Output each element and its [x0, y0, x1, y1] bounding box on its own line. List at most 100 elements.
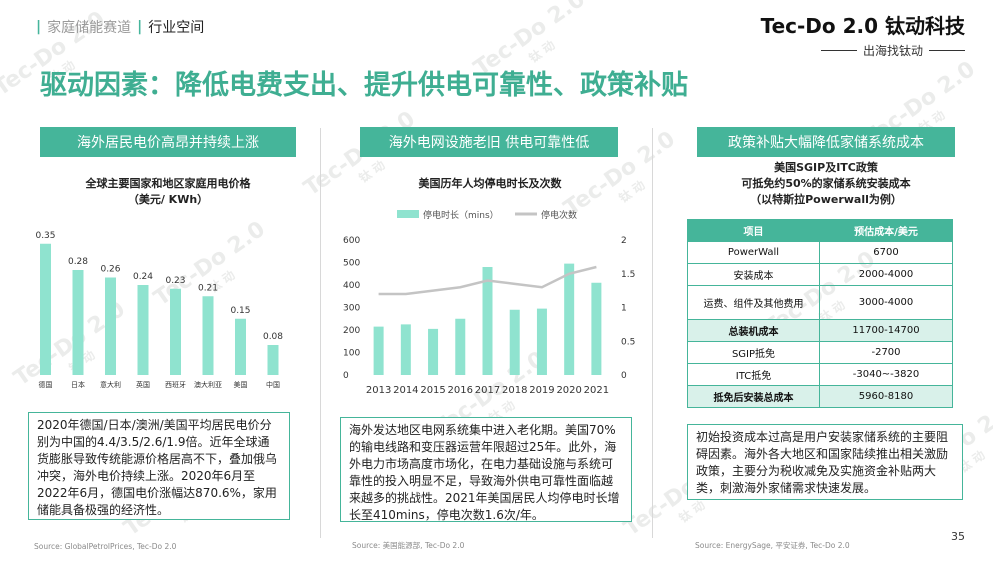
price-category-label: 美国: [234, 380, 248, 389]
table-cell: 6700: [819, 241, 953, 264]
year-label: 2015: [420, 385, 445, 396]
panel3-text: 初始投资成本过高是用户安装家储系统的主要阻碍因素。海外各大地区和国家陆续推出相关…: [687, 424, 963, 500]
panel3-pill: 政策补贴大幅降低家储系统成本: [697, 127, 955, 157]
panel2-pill: 海外电网设施老旧 供电可靠性低: [360, 127, 618, 157]
price-value-label: 0.21: [198, 283, 218, 293]
price-value-label: 0.23: [165, 276, 185, 286]
outage-duration-bar: [482, 267, 493, 375]
year-label: 2016: [448, 385, 473, 396]
price-bar: [40, 243, 51, 375]
price-bar: [202, 296, 214, 375]
outage-duration-bar: [455, 318, 466, 375]
table-cell: -3040~-3820: [819, 363, 953, 386]
cost-table-wrap: 项目 预估成本/美元 PowerWall 6700 安装成本 2000-4000 运…: [687, 219, 953, 408]
panel1-source: Source: GlobalPetrolPrices, Tec-Do 2.0: [34, 542, 177, 551]
table-cell: 抵免后安装总成本: [687, 385, 820, 408]
slogan-line: [929, 50, 965, 51]
y-tick-right: 1.5: [621, 270, 635, 280]
price-bar: [267, 345, 279, 375]
table-cell: 11700-14700: [819, 319, 953, 342]
price-value-label: 0.28: [68, 257, 88, 267]
price-category-label: 日本: [71, 380, 85, 389]
table-cell: SGIP抵免: [687, 341, 820, 364]
price-value-label: 0.15: [230, 306, 250, 316]
panel3-chart-title-line1: 美国SGIP及ITC政策: [774, 161, 878, 174]
year-label: 2018: [502, 385, 527, 396]
table-cell: 2000-4000: [819, 263, 953, 286]
table-cell: 3000-4000: [819, 285, 953, 320]
breadcrumb-separator: |: [137, 19, 143, 35]
outage-duration-bar: [564, 263, 575, 375]
y-tick-right: 0.5: [621, 337, 635, 347]
price-category-label: 澳大利亚: [194, 380, 222, 389]
y-tick-right: 1: [621, 304, 627, 314]
table-row: 运费、组件及其他费用 3000-4000: [687, 285, 953, 320]
table-cell: 运费、组件及其他费用: [687, 285, 820, 320]
price-bar: [235, 318, 246, 375]
y-tick-left: 600: [343, 236, 360, 246]
price-category-label: 意大利: [100, 380, 121, 389]
table-row: 安装成本 2000-4000: [687, 263, 953, 286]
price-category-label: 中国: [266, 380, 280, 389]
panel2-chart-title: 美国历年人均停电时长及次数: [418, 177, 562, 190]
price-value-label: 0.26: [100, 265, 120, 275]
price-bar: [105, 277, 116, 375]
y-tick-left: 300: [343, 304, 360, 314]
legend-bar-label: 停电时长（mins）: [423, 209, 499, 221]
table-row: 总装机成本 11700-14700: [687, 319, 953, 342]
year-label: 2020: [556, 385, 581, 396]
panel3-source: Source: EnergySage, 平安证券, Tec-Do 2.0: [695, 541, 850, 550]
legend-bar-swatch: [397, 210, 419, 218]
slide-title: 驱动因素：降低电费支出、提升供电可靠性、政策补贴: [40, 70, 688, 101]
cost-table: 项目 预估成本/美元 PowerWall 6700 安装成本 2000-4000 运…: [687, 219, 953, 408]
table-header-row: 项目 预估成本/美元: [687, 219, 953, 242]
panel3-chart-title-line3: （以特斯拉Powerwall为例）: [750, 193, 902, 206]
panel3-chart-title-line2: 可抵免约50%的家储系统安装成本: [741, 177, 911, 190]
year-label: 2014: [393, 385, 418, 396]
table-row: ITC抵免 -3040~-3820: [687, 363, 953, 386]
price-bar: [72, 270, 84, 375]
y-tick-left: 400: [343, 281, 360, 291]
y-tick-right: 2: [621, 236, 627, 246]
table-row: PowerWall 6700: [687, 241, 953, 264]
price-category-label: 英国: [136, 380, 150, 389]
price-bar: [170, 288, 181, 375]
breadcrumb: | 家庭储能赛道 | 行业空间: [36, 17, 204, 37]
table-cell: -2700: [819, 341, 953, 364]
y-tick-left: 500: [343, 259, 360, 269]
table-header-cell: 预估成本/美元: [819, 219, 953, 242]
year-label: 2019: [529, 385, 554, 396]
outage-duration-bar: [428, 328, 439, 375]
table-cell: 安装成本: [687, 263, 820, 286]
company-logo: Tec-Do 2.0 钛动科技: [760, 14, 965, 38]
outage-duration-bar: [591, 282, 602, 375]
outage-duration-bar: [373, 326, 384, 375]
table-cell: PowerWall: [687, 241, 820, 264]
company-slogan: 出海找钛动: [820, 42, 965, 59]
page-number: 35: [951, 530, 965, 543]
table-header-cell: 项目: [687, 219, 820, 242]
panel3-chart-title: 美国SGIP及ITC政策 可抵免约50%的家储系统安装成本 （以特斯拉Power…: [686, 160, 966, 208]
price-value-label: 0.35: [35, 231, 55, 241]
breadcrumb-current: 行业空间: [148, 20, 205, 36]
price-bar: [137, 285, 149, 375]
table-cell: ITC抵免: [687, 363, 820, 386]
price-value-label: 0.08: [263, 332, 283, 342]
panel1-chart-title-line1: 全球主要国家和地区家庭用电价格: [85, 177, 251, 190]
panel1-chart-title-line2: （美元/ KWh）: [127, 193, 209, 206]
y-tick-left: 200: [343, 326, 360, 336]
column-divider: [320, 128, 321, 538]
y-tick-left: 0: [343, 371, 349, 381]
outage-duration-bar: [400, 324, 411, 375]
year-label: 2021: [584, 385, 609, 396]
table-cell: 总装机成本: [687, 319, 820, 342]
price-value-label: 0.24: [133, 272, 153, 282]
year-label: 2013: [366, 385, 391, 396]
outage-chart: 停电时长（mins） 停电次数 0 100 200 300 400 500 600 0 0.5 1 1.…: [343, 209, 635, 396]
price-category-label: 西班牙: [165, 380, 186, 389]
y-tick-left: 100: [343, 349, 360, 359]
slogan-line: [820, 50, 857, 51]
panel1-text: 2020年德国/日本/澳洲/美国平均居民电价分别为中国的4.4/3.5/2.6/…: [28, 412, 290, 520]
breadcrumb-section[interactable]: 家庭储能赛道: [47, 20, 132, 36]
panel1-chart-title: 全球主要国家和地区家庭用电价格 （美元/ KWh）: [40, 176, 296, 208]
